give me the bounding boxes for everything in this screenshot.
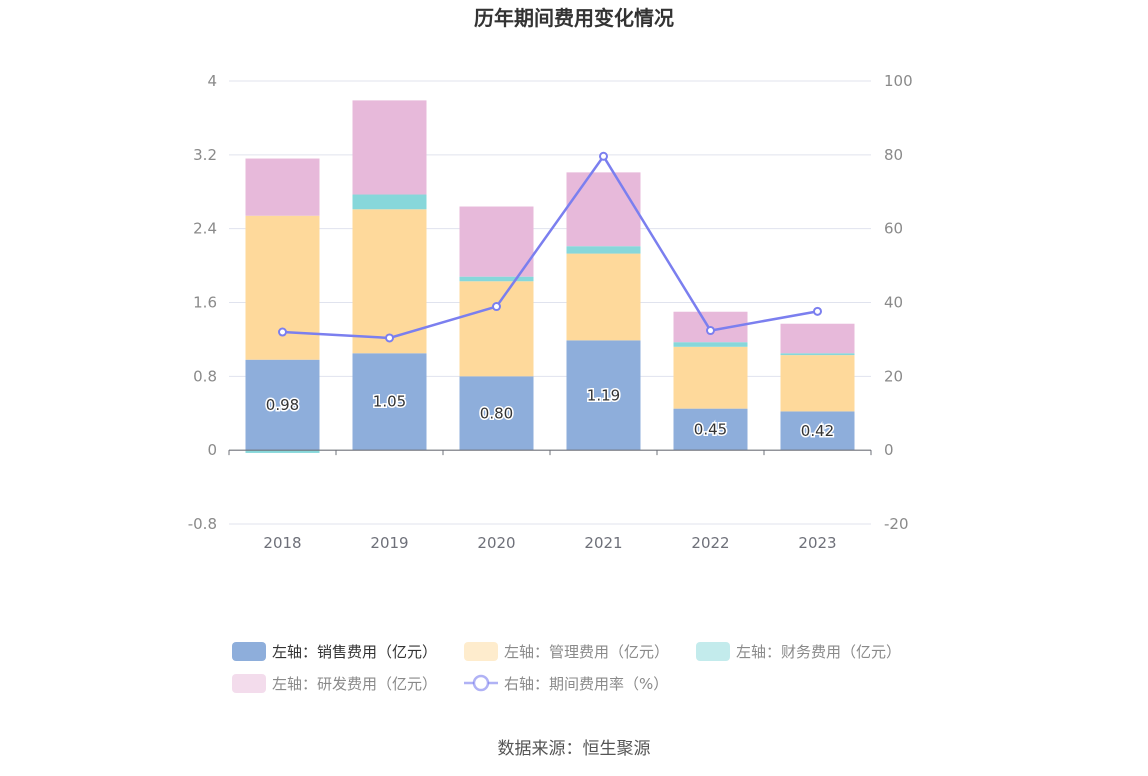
bar-segment xyxy=(566,172,641,247)
bar-segment xyxy=(566,340,641,451)
bar-segment xyxy=(245,359,320,451)
legend-swatch-marker xyxy=(472,674,490,692)
legend-item[interactable]: 左轴：管理费用（亿元） xyxy=(464,642,669,661)
bar-data-labels: 0.98 1.05 0.80 1.19 0.45 0.42 xyxy=(264,385,835,442)
right-axis-tick-label: 100 xyxy=(884,72,913,90)
left-axis-tick-label: 4 xyxy=(207,72,217,90)
bar-segment xyxy=(673,342,748,347)
bar-segment xyxy=(352,194,427,210)
bar-segment xyxy=(459,281,534,377)
bar-segment xyxy=(780,355,855,412)
rate-point xyxy=(813,306,822,316)
x-axis-tick-label: 2020 xyxy=(477,534,515,552)
x-axis-tick-label: 2022 xyxy=(691,534,729,552)
legend-label: 右轴：期间费用率（%） xyxy=(504,675,668,693)
grid-lines xyxy=(229,80,871,525)
x-axis-tick-label: 2021 xyxy=(584,534,622,552)
bar-segment xyxy=(673,408,748,451)
legend-swatch xyxy=(464,642,498,661)
bar-segment xyxy=(459,206,534,277)
bar-segment xyxy=(352,209,427,354)
bar-data-label: 1.05 xyxy=(373,393,406,411)
legend-label: 左轴：研发费用（亿元） xyxy=(272,675,437,693)
bar-segment xyxy=(566,253,641,341)
legend-swatch xyxy=(696,642,730,661)
bar-segment xyxy=(566,246,641,254)
bar-segment xyxy=(352,100,427,195)
bar-segment xyxy=(245,158,320,216)
bar-data-label: 0.98 xyxy=(266,396,299,414)
rate-point xyxy=(492,302,501,312)
rate-point xyxy=(706,326,715,336)
right-axis-ticks: -20 0 20 40 60 80 100 xyxy=(884,72,913,533)
legend: 左轴：销售费用（亿元） 左轴：管理费用（亿元） 左轴：财务费用（亿元） 左轴：研发费用… xyxy=(232,642,901,693)
right-axis-tick-label: 40 xyxy=(884,294,903,312)
x-axis-tick-label: 2018 xyxy=(263,534,301,552)
legend-label: 左轴：财务费用（亿元） xyxy=(736,643,901,661)
bar-segment xyxy=(245,215,320,360)
left-axis-tick-label: -0.8 xyxy=(188,515,217,533)
left-axis-tick-label: 0 xyxy=(207,441,217,459)
right-axis-tick-label: 60 xyxy=(884,220,903,238)
rate-point xyxy=(599,151,608,161)
bar-segment xyxy=(780,411,855,451)
x-axis-tick-label: 2023 xyxy=(798,534,836,552)
bar-series xyxy=(245,100,855,453)
left-axis-tick-label: 0.8 xyxy=(193,367,217,385)
bar-segment xyxy=(673,346,748,409)
bar-segment xyxy=(352,353,427,451)
legend-item[interactable]: 左轴：销售费用（亿元） xyxy=(232,642,437,661)
legend-label: 左轴：管理费用（亿元） xyxy=(504,643,669,661)
x-axis xyxy=(228,449,872,456)
legend-item[interactable]: 左轴：财务费用（亿元） xyxy=(696,642,901,661)
bar-data-label: 0.45 xyxy=(694,420,727,438)
x-axis-tick-label: 2019 xyxy=(370,534,408,552)
line-series xyxy=(278,151,822,343)
x-axis-ticks: 2018 2019 2020 2021 2022 2023 xyxy=(263,534,836,552)
right-axis-tick-label: 0 xyxy=(884,441,894,459)
legend-swatch xyxy=(232,674,266,693)
bar-data-label: 0.80 xyxy=(480,404,513,422)
bar-segment xyxy=(245,450,320,453)
rate-point xyxy=(385,333,394,343)
bar-segment xyxy=(780,353,855,356)
legend-item[interactable]: 右轴：期间费用率（%） xyxy=(464,674,668,693)
legend-label: 左轴：销售费用（亿元） xyxy=(272,643,437,661)
rate-line xyxy=(282,154,818,340)
right-axis-tick-label: 80 xyxy=(884,146,903,164)
bar-segment xyxy=(459,376,534,451)
rate-point xyxy=(278,327,287,337)
legend-item[interactable]: 左轴：研发费用（亿元） xyxy=(232,674,437,693)
left-axis-ticks: -0.8 0 0.8 1.6 2.4 3.2 4 xyxy=(188,72,217,533)
right-axis-tick-label: 20 xyxy=(884,367,903,385)
bar-segment xyxy=(459,276,534,282)
source-note: 数据来源：恒生聚源 xyxy=(498,739,651,759)
legend-swatch xyxy=(232,642,266,661)
right-axis-tick-label: -20 xyxy=(884,515,909,533)
bar-data-label: 0.42 xyxy=(801,422,834,440)
left-axis-tick-label: 3.2 xyxy=(193,146,217,164)
left-axis-tick-label: 2.4 xyxy=(193,220,217,238)
chart-title: 历年期间费用变化情况 xyxy=(474,6,674,30)
bar-data-label: 1.19 xyxy=(587,386,620,404)
left-axis-tick-label: 1.6 xyxy=(193,294,217,312)
bar-segment xyxy=(780,323,855,354)
